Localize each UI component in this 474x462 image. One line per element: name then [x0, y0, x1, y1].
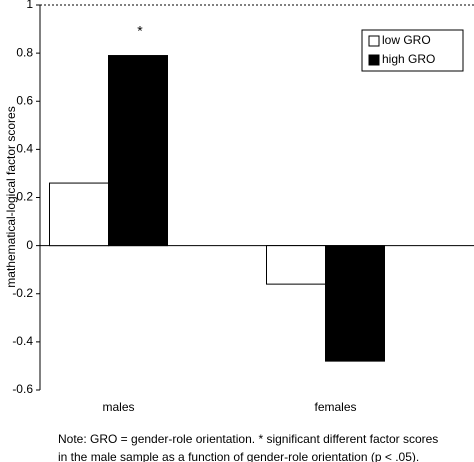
note: in the male sample as a function of gend… — [58, 450, 419, 462]
y-tick-label: -0.2 — [12, 286, 33, 300]
legend-label: low GRO — [382, 33, 431, 47]
legend-swatch — [368, 54, 380, 66]
y-tick-label: 0.2 — [16, 190, 33, 204]
y-tick-label: 0.6 — [16, 93, 33, 107]
x-tick-label: males — [102, 400, 134, 414]
y-tick-label: -0.4 — [12, 334, 33, 348]
y-axis-title: mathematical-logical factor scores — [4, 106, 18, 287]
bar — [49, 182, 109, 247]
annotation: * — [137, 23, 143, 39]
legend-label: high GRO — [382, 52, 435, 66]
bar — [266, 245, 326, 285]
y-tick-label: 0.8 — [16, 45, 33, 59]
note: Note: GRO = gender-role orientation. * s… — [58, 432, 438, 446]
y-tick-label: -0.6 — [12, 382, 33, 396]
y-tick-label: 0.4 — [16, 142, 33, 156]
y-tick-label: 1 — [26, 0, 33, 11]
legend-swatch — [368, 35, 380, 47]
y-tick-label: 0 — [26, 238, 33, 252]
bar — [325, 245, 385, 362]
bar — [108, 55, 168, 247]
x-tick-label: females — [314, 400, 356, 414]
